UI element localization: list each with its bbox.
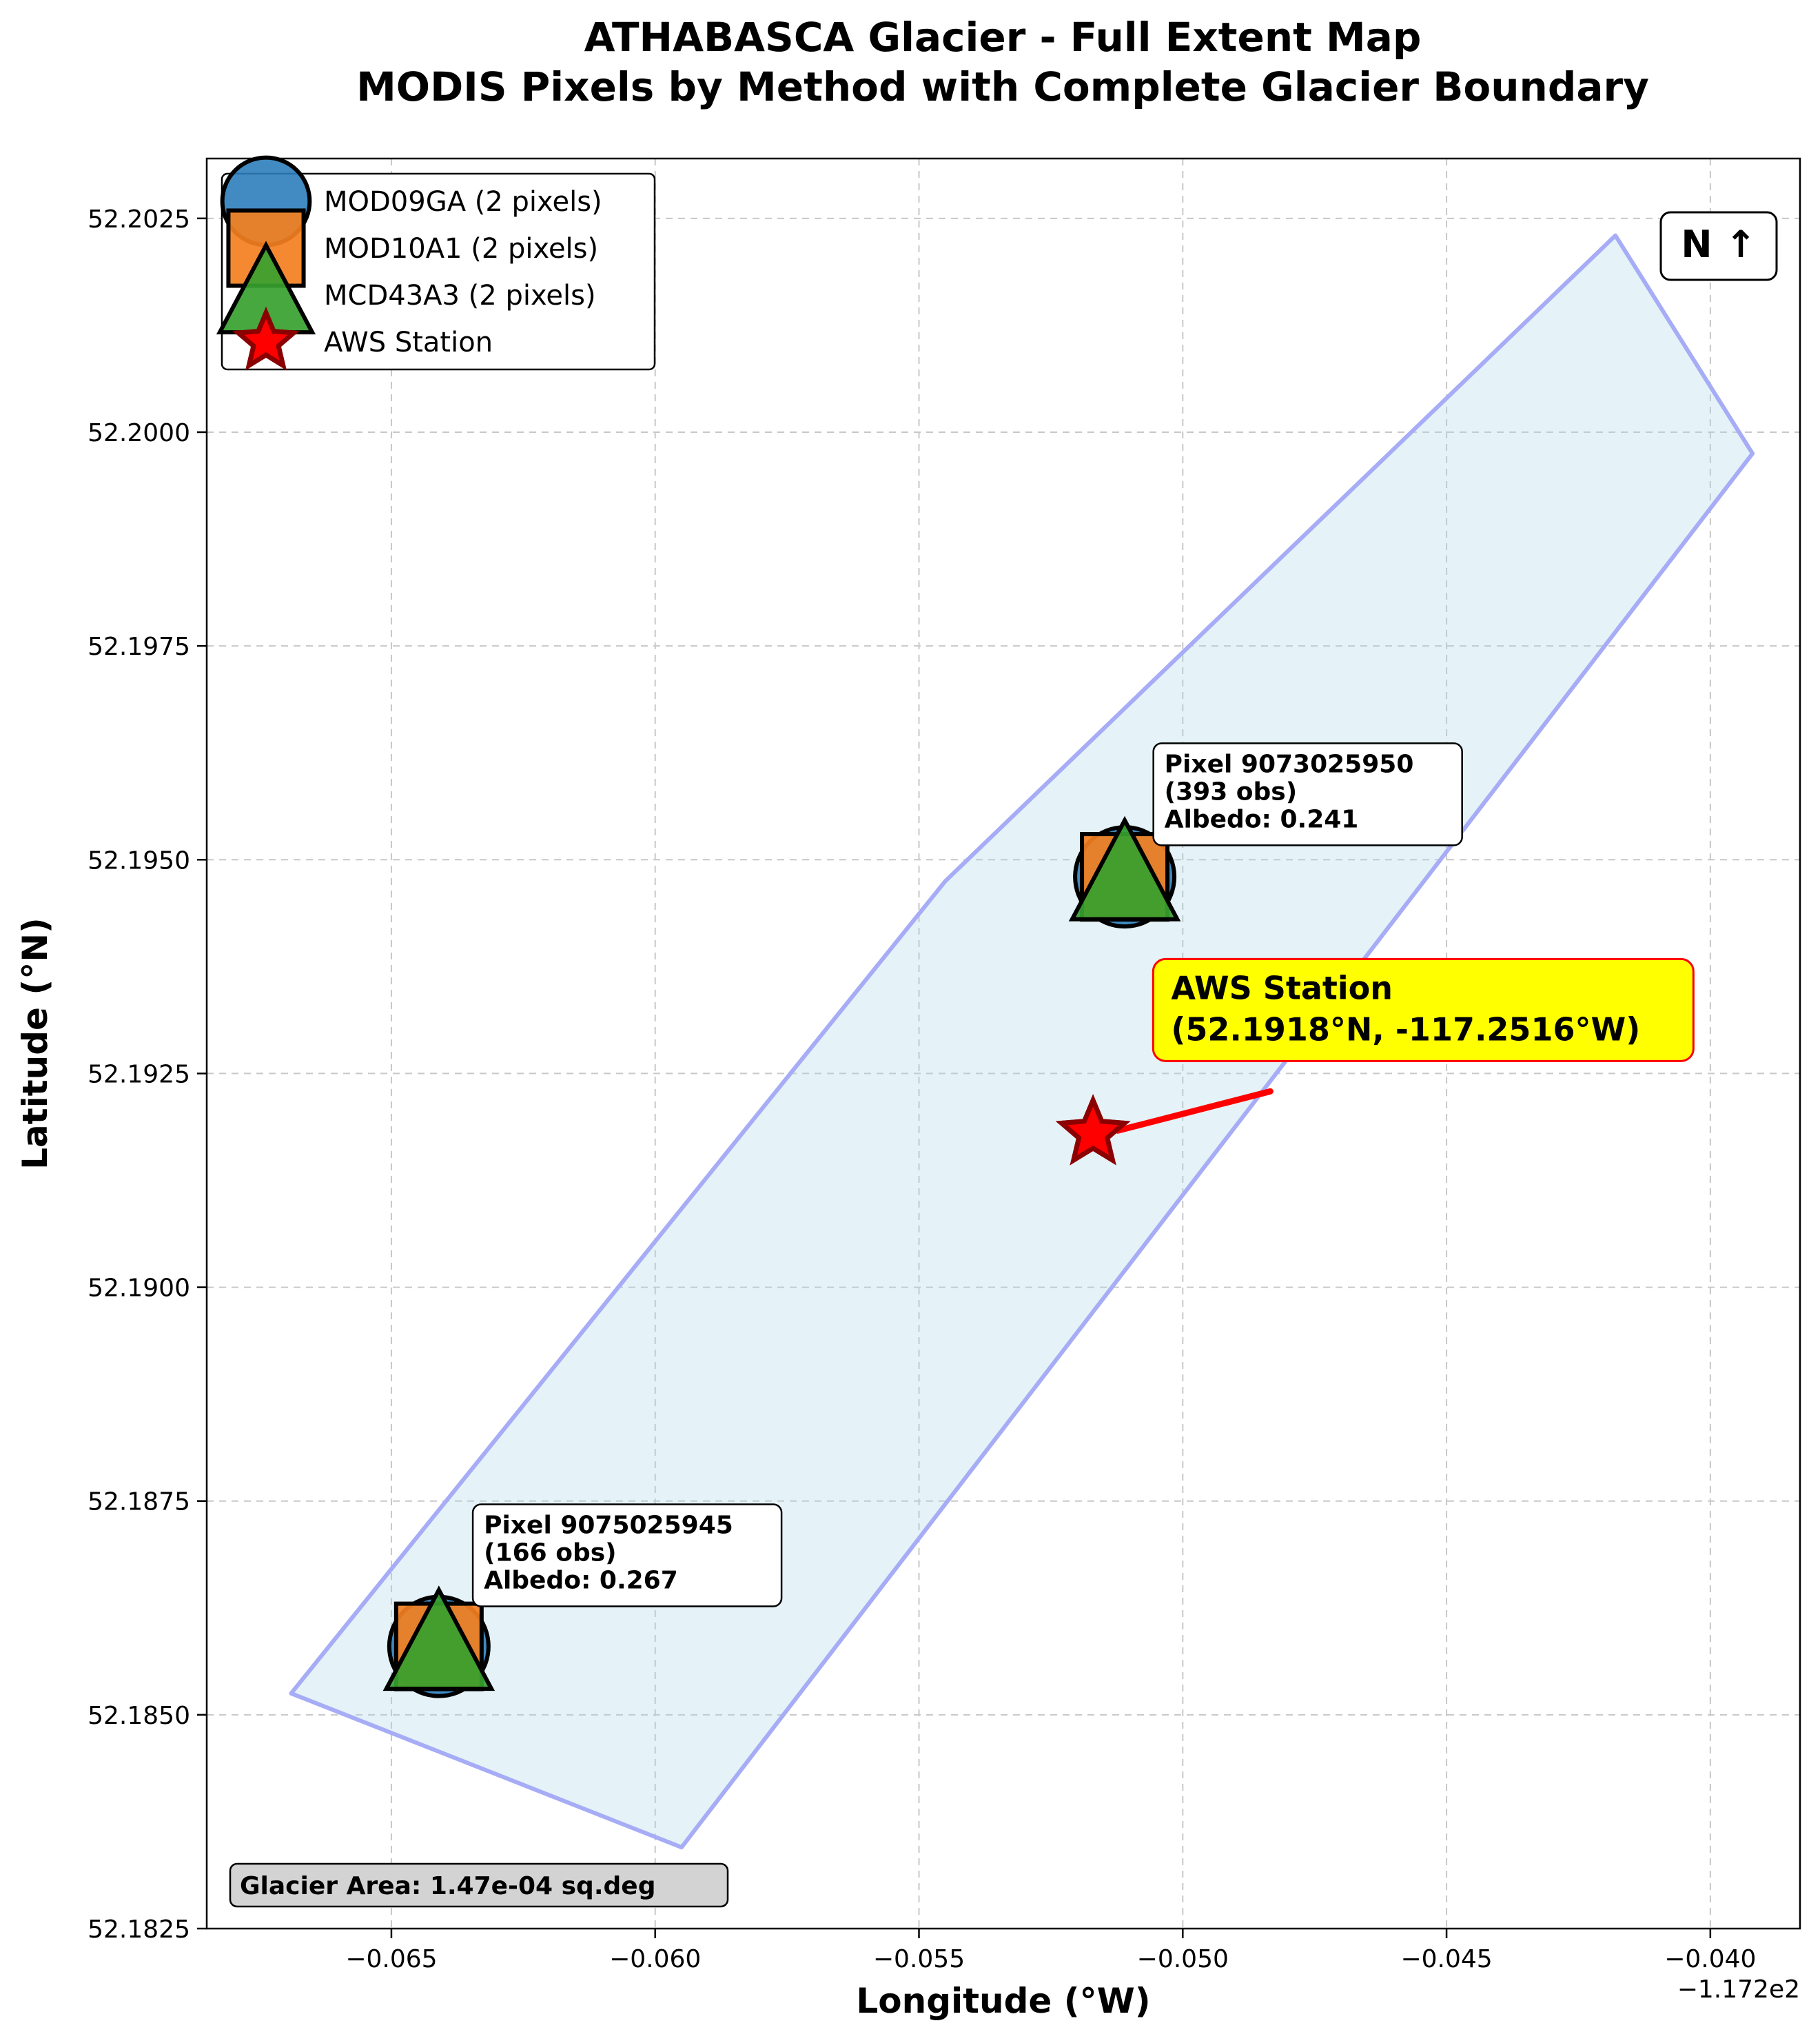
pixel-annotation-text: (393 obs) [1165, 777, 1298, 806]
legend-entry-label: MOD10A1 (2 pixels) [324, 233, 598, 265]
y-tick-label: 52.1975 [88, 633, 190, 661]
station-annotation: AWS Station (52.1918°N, -117.2516°W) [1055, 957, 1695, 1166]
y-tick-label: 52.1925 [88, 1060, 190, 1088]
chart-title: ATHABASCA Glacier - Full Extent Map [584, 14, 1422, 61]
pixel-annotation-text: (166 obs) [484, 1539, 617, 1567]
y-tick-label: 52.2025 [88, 205, 190, 234]
y-tick-label: 52.2000 [88, 419, 190, 447]
y-tick-label: 52.1850 [88, 1702, 190, 1730]
y-tick-label: 52.1950 [88, 846, 190, 875]
station-annotation-arrow [1114, 1088, 1274, 1134]
pixel-annotation-text: Albedo: 0.267 [484, 1567, 678, 1595]
aws-station-star-marker [1055, 1094, 1131, 1166]
pixel-annotation: Pixel 9073025950(393 obs)Albedo: 0.241 [1152, 742, 1463, 846]
triangle-marker [1068, 815, 1181, 922]
legend-entry-label: AWS Station [324, 327, 493, 358]
x-tick-label: −0.045 [1400, 1945, 1492, 1973]
pixel-annotation: Pixel 9075025945(166 obs)Albedo: 0.267 [471, 1503, 783, 1607]
grid-lines [207, 159, 1800, 1929]
north-arrow-label: N ↑ [1681, 223, 1756, 266]
station-annotation-text: (52.1918°N, -117.2516°W) [1171, 1010, 1640, 1048]
plot-frame [205, 157, 1801, 1930]
x-axis-label: Longitude (°W) [856, 1981, 1150, 2021]
pixel-annotation-box [471, 1503, 783, 1607]
y-tick-label: 52.1875 [88, 1488, 190, 1516]
axis-ticks: −0.065 −0.060 −0.055 −0.050 −0.045 −0.040 52.1… [88, 205, 1756, 1973]
x-tick-label: −0.065 [345, 1945, 437, 1973]
chart-subtitle: MODIS Pixels by Method with Complete Gla… [356, 63, 1649, 110]
glacier-boundary-layer [289, 233, 1755, 1850]
x-tick-label: −0.040 [1664, 1945, 1756, 1973]
pixel-annotation-box [1152, 742, 1463, 846]
x-offset-label: −1.172e2 [1677, 1975, 1800, 2004]
plot-area: Pixel 9073025950(393 obs)Albedo: 0.241Pi… [88, 157, 1801, 1973]
x-tick-label: −0.050 [1137, 1945, 1229, 1973]
triangle-marker [382, 1585, 495, 1691]
glacier-boundary [289, 233, 1755, 1850]
station-annotation-box [1152, 957, 1695, 1062]
station-annotation-text: AWS Station [1171, 969, 1393, 1006]
x-tick-label: −0.060 [609, 1945, 701, 1973]
x-tick-label: −0.055 [873, 1945, 965, 1973]
legend-entry-label: MOD09GA (2 pixels) [324, 186, 602, 218]
y-tick-label: 52.1825 [88, 1915, 190, 1944]
pixel-annotation-text: Pixel 9073025950 [1165, 750, 1414, 778]
y-axis-label: Latitude (°N) [15, 917, 55, 1170]
annotations-layer: Pixel 9073025950(393 obs)Albedo: 0.241Pi… [471, 742, 1695, 1607]
legend: MOD09GA (2 pixels) MOD10A1 (2 pixels) MCD4… [216, 155, 656, 371]
y-tick-label: 52.1900 [88, 1274, 190, 1303]
glacier-area-label: Glacier Area: 1.47e-04 sq.deg [240, 1872, 655, 1900]
pixel-annotation-text: Pixel 9075025945 [484, 1512, 733, 1540]
north-arrow-box: N ↑ [1659, 211, 1778, 281]
pixel-annotation-text: Albedo: 0.241 [1165, 805, 1359, 833]
legend-frame [221, 172, 656, 371]
glacier-area-box: Glacier Area: 1.47e-04 sq.deg [229, 1862, 729, 1908]
legend-entry-label: MCD43A3 (2 pixels) [324, 280, 596, 312]
legend-star-swatch [232, 306, 300, 371]
